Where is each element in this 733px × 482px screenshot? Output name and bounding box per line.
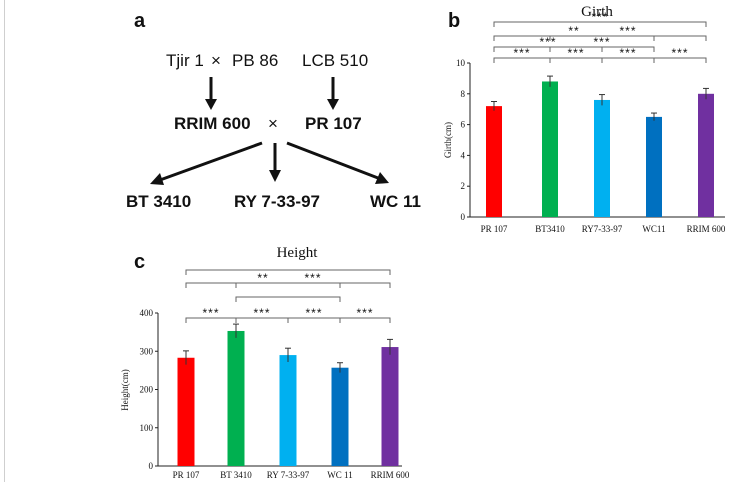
arrow-to-ry73397 [269, 143, 281, 182]
girth-significance-label: *** [567, 46, 584, 60]
height-chart-title: Height [277, 245, 319, 261]
girth-category-label: PR 107 [481, 224, 508, 234]
pedigree-parent-lcb510: LCB 510 [302, 51, 368, 70]
girth-y-axis-label: Girth(cm) [443, 122, 453, 158]
height-bar-pr107 [177, 357, 195, 466]
height-significance-label: *** [304, 271, 321, 285]
pedigree-parent-pb86: PB 86 [232, 51, 278, 70]
height-significance-bracket: *** [287, 306, 341, 323]
height-bar-bt3410 [227, 330, 245, 466]
arrow-to-wc11 [286, 141, 389, 184]
girth-bar-wc11 [646, 116, 662, 217]
girth-significance-label: *** [513, 46, 530, 60]
arrow-to-pr107 [327, 77, 339, 110]
height-significance-bracket: *** [185, 306, 237, 323]
height-y-tick-label: 0 [149, 461, 154, 471]
height-category-label: BT 3410 [220, 470, 252, 480]
girth-bracket-line [549, 35, 707, 41]
girth-category-label: BT3410 [535, 224, 565, 234]
girth-y-tick-label: 2 [461, 181, 466, 191]
girth-significance-label: *** [539, 35, 556, 49]
height-significance-bracket: *** [235, 306, 289, 323]
pedigree-diagram: Tjir 1 × PB 86 LCB 510 RRIM 600 × PR 107… [126, 51, 421, 211]
girth-category-label: WC11 [642, 224, 665, 234]
height-y-tick-label: 100 [140, 423, 154, 433]
girth-bar-pr107 [486, 106, 502, 217]
pedigree-rrim600: RRIM 600 [174, 114, 251, 133]
height-significance-label: *** [356, 306, 373, 320]
pedigree-offspring-ry73397: RY 7-33-97 [234, 192, 320, 211]
height-y-tick-label: 200 [140, 385, 154, 395]
girth-bracket-line [653, 57, 707, 63]
height-bracket-line [235, 282, 391, 288]
height-category-label: WC 11 [327, 470, 352, 480]
girth-bar-bt3410 [542, 81, 558, 217]
girth-significance-label: *** [619, 24, 636, 38]
girth-y-tick-label: 10 [456, 58, 466, 68]
girth-significance-label: *** [619, 46, 636, 60]
girth-bracket-line [493, 46, 603, 52]
pedigree-pr107: PR 107 [305, 114, 362, 133]
girth-category-label: RY7-33-97 [582, 224, 623, 234]
girth-y-tick-label: 4 [461, 150, 466, 160]
pedigree-parent-tjir1: Tjir 1 [166, 51, 204, 70]
girth-bar-ry7-33-97 [594, 99, 610, 217]
girth-bracket-line [549, 46, 655, 52]
height-significance-bracket: *** [235, 271, 391, 288]
girth-significance-label: *** [593, 35, 610, 49]
height-significance-label: *** [305, 306, 322, 320]
pedigree-cross-symbol-mid: × [268, 114, 278, 133]
height-significance-label: *** [253, 306, 270, 320]
girth-significance-label: ** [568, 24, 579, 38]
arrow-to-rrim600 [205, 77, 217, 110]
girth-significance-label: *** [591, 10, 608, 24]
girth-category-label: RRIM 600 [687, 224, 726, 234]
girth-y-tick-label: 6 [461, 120, 466, 130]
height-y-tick-label: 400 [140, 308, 154, 318]
pedigree-offspring-bt3410: BT 3410 [126, 192, 191, 211]
height-bracket-line [185, 269, 391, 275]
height-category-label: RY 7-33-97 [267, 470, 310, 480]
girth-significance-bracket: *** [653, 46, 707, 63]
panel-label-c: c [134, 251, 145, 273]
height-bracket-line [235, 296, 341, 302]
height-significance-bracket: *** [339, 306, 391, 323]
pedigree-offspring-wc11: WC 11 [370, 192, 421, 211]
height-significance-bracket [235, 296, 341, 302]
panel-label-a: a [134, 10, 146, 32]
height-bar-ry7-33-97 [279, 355, 297, 466]
girth-bracket-line [493, 21, 707, 27]
girth-chart: Girth Girth(cm) 0 2 4 6 8 10 PR 107 BT3410 RY7-33-… [443, 4, 726, 234]
girth-chart-title: Girth [581, 4, 613, 20]
height-significance-label: ** [257, 271, 268, 285]
girth-significance-label: *** [671, 46, 688, 60]
left-border-line [4, 0, 5, 482]
height-bracket-line [339, 317, 391, 323]
panel-label-b: b [448, 10, 460, 32]
height-category-label: PR 107 [173, 470, 200, 480]
height-y-axis-label: Height(cm) [120, 369, 130, 410]
girth-significance-bracket: *** [549, 24, 707, 41]
height-significance-label: *** [202, 306, 219, 320]
height-bar-rrim600 [381, 347, 399, 466]
girth-significance-bracket: *** [493, 35, 603, 52]
height-significance-bracket [185, 269, 391, 275]
girth-bar-rrim600 [698, 93, 714, 217]
height-bar-wc11 [331, 367, 349, 466]
girth-y-tick-label: 0 [461, 212, 466, 222]
height-y-tick-label: 300 [140, 346, 154, 356]
girth-significance-bracket: *** [549, 35, 655, 52]
girth-significance-bracket: *** [493, 10, 707, 27]
height-chart: Height Height(cm) 0 100 200 300 400 PR 107 BT 34… [120, 245, 410, 480]
height-category-label: RRIM 600 [371, 470, 410, 480]
arrow-to-bt3410 [150, 141, 263, 185]
pedigree-cross-symbol-top: × [211, 51, 221, 70]
girth-y-tick-label: 8 [461, 89, 466, 99]
